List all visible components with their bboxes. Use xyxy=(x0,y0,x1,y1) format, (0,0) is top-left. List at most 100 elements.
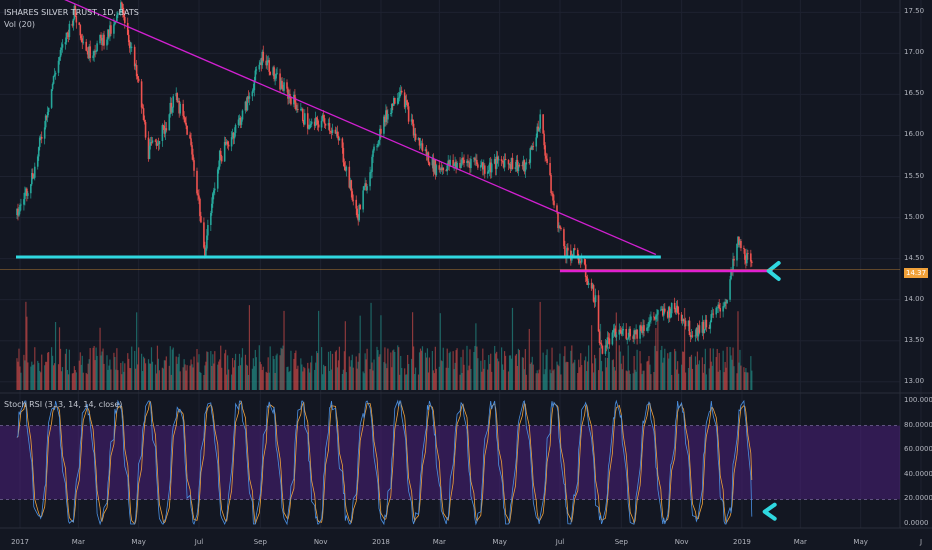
volume-bar xyxy=(17,361,19,390)
candle-body xyxy=(26,188,28,196)
volume-bar xyxy=(661,345,663,390)
candle-body xyxy=(23,199,25,205)
candle-body xyxy=(170,102,173,113)
volume-bar xyxy=(711,365,713,390)
volume-bar xyxy=(79,352,81,390)
volume-bar xyxy=(475,323,477,390)
candle-body xyxy=(378,139,380,144)
candle-body xyxy=(316,119,319,125)
volume-bar xyxy=(683,307,686,390)
candle-body xyxy=(489,162,492,173)
candle-body xyxy=(274,78,276,80)
candle-body xyxy=(488,162,491,171)
candle-body xyxy=(660,309,662,311)
candle-body xyxy=(355,199,358,209)
volume-bar xyxy=(108,365,110,390)
candle-body xyxy=(517,165,520,172)
volume-bar xyxy=(282,345,284,390)
candle-body xyxy=(522,160,525,167)
candle-body xyxy=(147,137,150,159)
volume-bar xyxy=(421,346,424,390)
candle-body xyxy=(539,114,541,129)
volume-bar xyxy=(258,345,260,390)
volume-bar xyxy=(304,368,306,390)
volume-bar xyxy=(530,362,532,390)
candle-body xyxy=(358,205,360,221)
candle-body xyxy=(434,159,437,176)
candle-body xyxy=(614,328,617,338)
volume-bar xyxy=(32,365,34,390)
volume-bar xyxy=(660,350,662,390)
volume-bar xyxy=(611,360,613,390)
volume-bar xyxy=(54,321,57,390)
candle-body xyxy=(234,125,237,133)
candle-body xyxy=(150,142,153,144)
volume-bar xyxy=(405,374,407,390)
candle-body xyxy=(366,186,368,191)
candle-body xyxy=(72,18,75,26)
volume-bar xyxy=(428,357,431,390)
volume-bar xyxy=(130,368,132,390)
candle-body xyxy=(405,100,408,103)
candle-body xyxy=(16,208,18,215)
volume-bar xyxy=(620,363,622,390)
volume-bar xyxy=(621,369,623,390)
time-tick-label: May xyxy=(492,538,507,546)
volume-bar xyxy=(155,373,158,390)
volume-indicator-label: Vol (20) xyxy=(4,20,35,29)
volume-bar xyxy=(310,362,312,390)
candle-body xyxy=(435,165,438,176)
volume-bar xyxy=(281,348,283,390)
volume-bar xyxy=(224,353,226,390)
candle-body xyxy=(336,131,339,136)
volume-bar xyxy=(737,311,739,390)
volume-bar xyxy=(267,357,269,390)
volume-bar xyxy=(18,348,20,390)
candle-body xyxy=(303,121,305,125)
volume-bar xyxy=(467,370,469,390)
volume-bar xyxy=(521,357,523,390)
candle-body xyxy=(110,25,112,34)
candle-body xyxy=(399,90,402,93)
candle-body xyxy=(724,302,726,307)
candle-body xyxy=(116,15,118,22)
candle-body xyxy=(605,345,608,348)
candle-body xyxy=(606,337,609,348)
volume-bar xyxy=(625,370,627,390)
volume-bar xyxy=(407,354,409,390)
candle-body xyxy=(740,240,742,249)
candle-body xyxy=(535,137,538,147)
volume-bar xyxy=(228,369,230,390)
volume-bar xyxy=(286,367,288,390)
volume-bar xyxy=(414,367,417,390)
candle-body xyxy=(655,315,657,320)
candle-body xyxy=(297,109,299,111)
volume-bar xyxy=(44,365,46,390)
candle-body xyxy=(622,328,625,331)
volume-bar xyxy=(321,374,324,390)
volume-bar xyxy=(435,368,437,390)
volume-bar xyxy=(663,357,665,390)
volume-bar xyxy=(445,367,447,390)
volume-bar xyxy=(716,348,718,390)
candle-body xyxy=(390,112,392,114)
candle-body xyxy=(87,51,89,59)
candle-body xyxy=(50,89,53,108)
volume-bar xyxy=(516,365,519,390)
volume-bar xyxy=(357,361,359,390)
volume-bar xyxy=(233,360,236,390)
candle-body xyxy=(497,159,500,161)
volume-bar xyxy=(740,365,742,390)
candle-body xyxy=(396,97,399,104)
volume-bar xyxy=(480,360,482,390)
volume-bar xyxy=(474,345,476,390)
candle-body xyxy=(463,159,465,164)
volume-bar xyxy=(681,364,683,390)
volume-bar xyxy=(427,372,430,390)
candle-body xyxy=(725,302,727,304)
candle-body xyxy=(93,51,95,56)
candle-body xyxy=(365,183,367,191)
candle-body xyxy=(57,60,60,73)
